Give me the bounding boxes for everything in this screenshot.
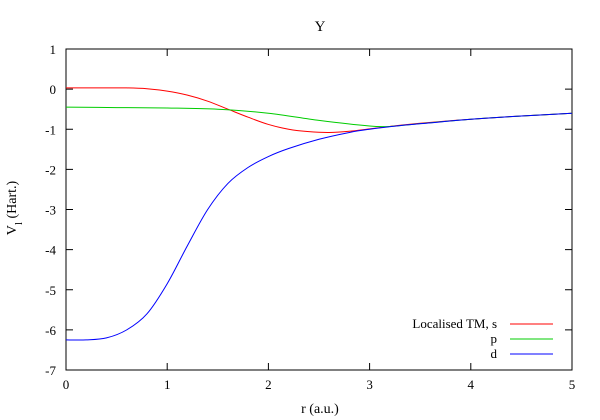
- x-tick-label: 5: [569, 377, 576, 392]
- y-tick-label: -5: [45, 283, 56, 298]
- x-tick-label: 4: [468, 377, 475, 392]
- x-axis-label: r (a.u.): [301, 402, 339, 417]
- series-line-d: [65, 112, 573, 341]
- series-line-p: [65, 106, 573, 128]
- y-axis-label-main: V: [5, 225, 20, 235]
- x-tick-label: 0: [63, 377, 70, 392]
- chart-title: Y: [315, 19, 326, 35]
- series-line-localised-tm-s: [66, 87, 573, 133]
- y-axis-label: Vl (Hart.): [5, 180, 25, 235]
- y-tick-label: -7: [45, 363, 56, 378]
- y-tick-label: -4: [45, 243, 56, 258]
- y-tick-label: -6: [45, 323, 56, 338]
- legend-label: p: [491, 331, 498, 346]
- y-axis-label-subscript: l: [13, 222, 25, 225]
- x-tick-label: 2: [265, 377, 272, 392]
- legend-label: Localised TM, s: [412, 316, 497, 331]
- legend: Localised TM, spd: [412, 316, 553, 361]
- y-tick-label: 1: [50, 42, 57, 57]
- x-tick-label: 3: [366, 377, 373, 392]
- y-tick-label: -3: [45, 203, 56, 218]
- y-axis-label-unit: (Hart.): [5, 180, 20, 222]
- x-tick-label: 1: [164, 377, 171, 392]
- legend-label: d: [491, 346, 498, 361]
- y-tick-label: 0: [50, 82, 57, 97]
- y-tick-label: -2: [45, 162, 56, 177]
- plot-area: 0 1 2 3 4 5 1 0 -1 -2 -3 -4 -5 -6 -7: [45, 42, 575, 392]
- y-tick-label: -1: [45, 122, 56, 137]
